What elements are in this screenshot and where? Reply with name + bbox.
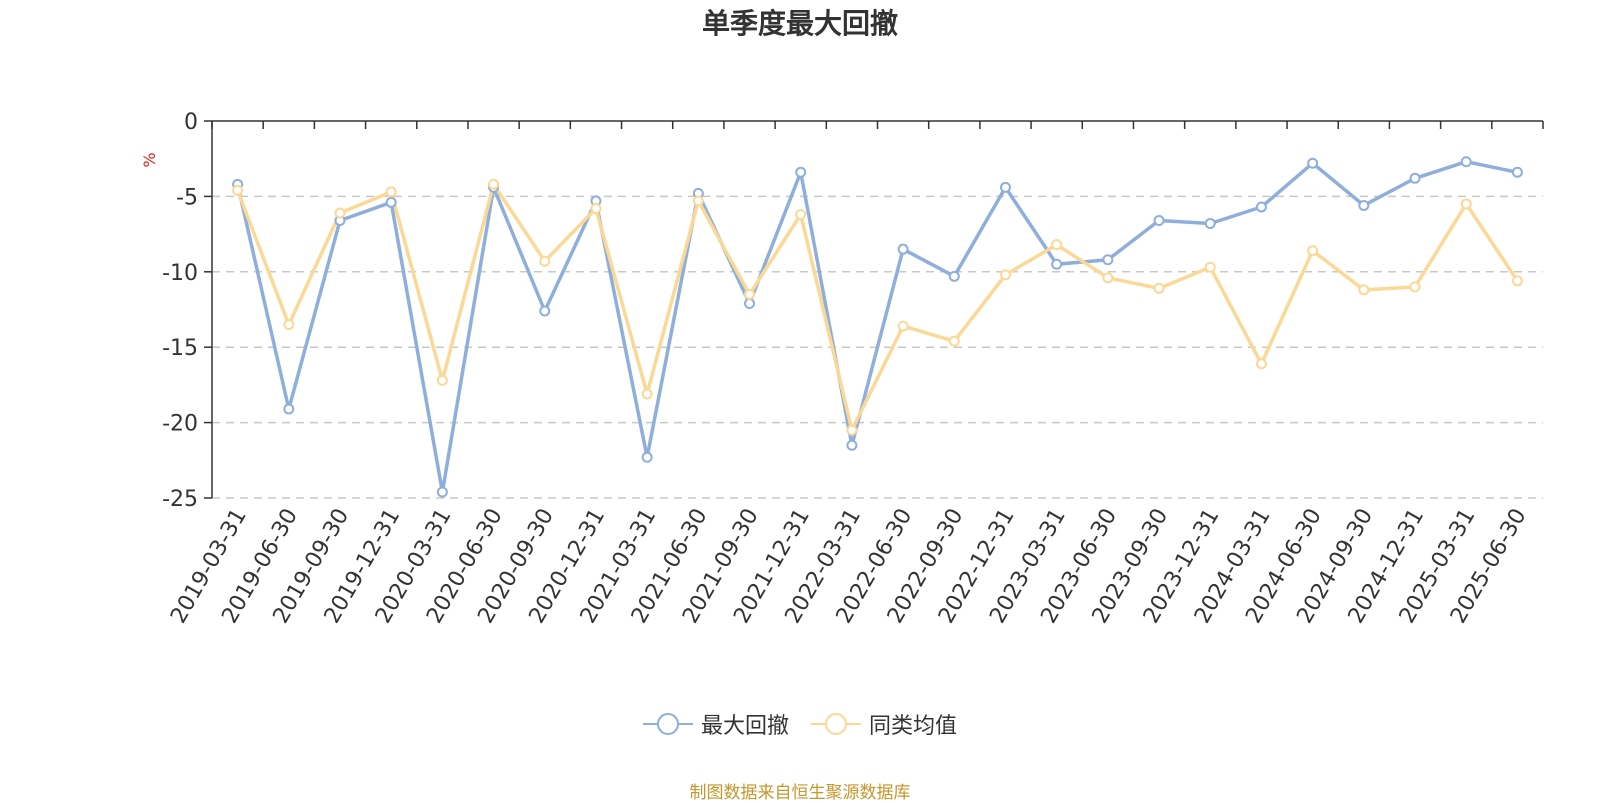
y-tick-label: -15 [162, 336, 198, 361]
data-point[interactable] [1358, 284, 1370, 296]
data-point[interactable] [1511, 275, 1523, 287]
data-point[interactable] [1307, 245, 1319, 257]
data-point[interactable] [692, 195, 704, 207]
y-tick-label: -5 [176, 185, 198, 210]
data-point[interactable] [1051, 239, 1063, 251]
y-tick-label: -20 [162, 412, 198, 437]
axes: 0-5-10-15-20-252019-03-312019-06-302019-… [162, 110, 1544, 628]
data-point[interactable] [948, 270, 960, 282]
series-line-1 [235, 182, 1519, 432]
data-point[interactable] [1204, 218, 1216, 230]
data-point[interactable] [1204, 261, 1216, 273]
data-point[interactable] [1255, 201, 1267, 213]
y-tick-label: 0 [184, 110, 198, 135]
legend: 最大回撤 同类均值 [0, 708, 1600, 740]
data-point[interactable] [795, 166, 807, 178]
data-point[interactable] [1307, 157, 1319, 169]
source-note: 制图数据来自恒生聚源数据库 [689, 783, 911, 803]
y-axis-unit-label: % [140, 152, 159, 167]
data-point[interactable] [1102, 254, 1114, 266]
data-point[interactable] [283, 403, 295, 415]
data-point[interactable] [488, 178, 500, 190]
data-point[interactable] [232, 184, 244, 196]
data-point[interactable] [1409, 281, 1421, 293]
data-point[interactable] [744, 297, 756, 309]
data-point[interactable] [1051, 258, 1063, 270]
legend-label: 最大回撤 [700, 714, 789, 739]
data-point[interactable] [1511, 166, 1523, 178]
data-point[interactable] [539, 255, 551, 267]
data-point[interactable] [999, 181, 1011, 193]
data-point[interactable] [846, 439, 858, 451]
data-point[interactable] [897, 243, 909, 255]
legend-item-0[interactable]: 最大回撤 [642, 708, 789, 740]
data-point[interactable] [999, 269, 1011, 281]
series-points [232, 156, 1523, 498]
data-point[interactable] [334, 207, 346, 219]
data-point[interactable] [385, 186, 397, 198]
series-lines [235, 159, 1519, 494]
data-point[interactable] [436, 486, 448, 498]
data-point[interactable] [897, 320, 909, 332]
data-point[interactable] [641, 388, 653, 400]
data-point[interactable] [1460, 156, 1472, 168]
data-point[interactable] [1409, 172, 1421, 184]
data-point[interactable] [744, 288, 756, 300]
y-tick-label: -10 [162, 261, 198, 286]
data-point[interactable] [641, 451, 653, 463]
data-point[interactable] [1153, 282, 1165, 294]
legend-label: 同类均值 [869, 714, 958, 739]
data-point[interactable] [1153, 215, 1165, 227]
data-point[interactable] [948, 335, 960, 347]
legend-line-circle-icon [811, 713, 861, 735]
data-point[interactable] [436, 374, 448, 386]
data-point[interactable] [385, 196, 397, 208]
data-point[interactable] [539, 305, 551, 317]
data-point[interactable] [1102, 272, 1114, 284]
data-point[interactable] [846, 424, 858, 436]
data-point[interactable] [590, 202, 602, 214]
data-point[interactable] [1358, 199, 1370, 211]
y-tick-label: -25 [162, 487, 198, 512]
legend-item-1[interactable]: 同类均值 [811, 708, 957, 740]
data-point[interactable] [795, 208, 807, 220]
data-point[interactable] [1255, 358, 1267, 370]
series-line-0 [235, 159, 1518, 494]
chart-title: 单季度最大回撤 [701, 7, 898, 40]
legend-line-circle-icon [642, 713, 693, 735]
data-point[interactable] [1460, 198, 1472, 210]
data-point[interactable] [283, 319, 295, 331]
